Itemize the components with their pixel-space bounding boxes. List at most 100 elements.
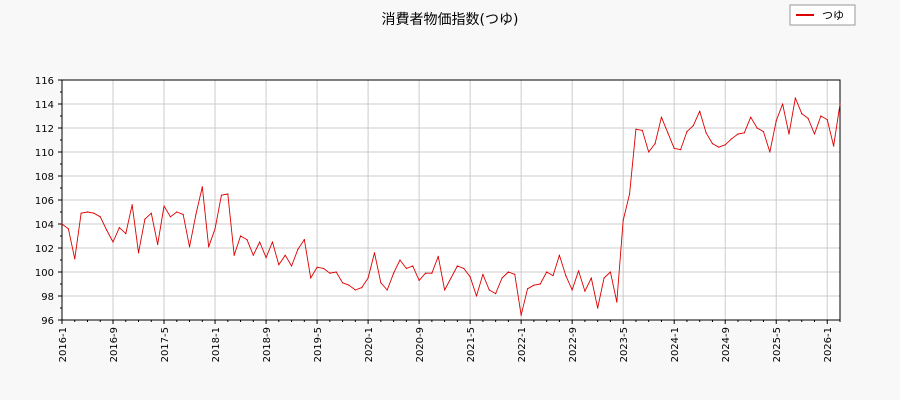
data-point [125, 233, 127, 235]
data-point [431, 272, 433, 274]
x-tick-label: 2023-5 [619, 327, 630, 362]
y-tick-label: 108 [35, 172, 54, 183]
data-point [756, 127, 758, 129]
y-tick-label: 98 [41, 292, 54, 303]
data-point [393, 272, 395, 274]
data-point [820, 115, 822, 117]
data-point [239, 235, 242, 237]
data-point [361, 287, 363, 289]
data-point [514, 273, 516, 275]
data-point [195, 213, 197, 215]
chart-title: 消費者物価指数(つゆ) [382, 12, 519, 28]
data-point [150, 212, 152, 214]
data-point [737, 133, 739, 135]
data-point [106, 229, 108, 231]
y-tick-label: 104 [35, 220, 54, 231]
data-point [61, 223, 63, 225]
data-point [826, 119, 828, 121]
data-point [86, 211, 89, 213]
data-point [526, 288, 529, 290]
data-point [67, 228, 69, 230]
data-point [201, 186, 203, 188]
data-point [673, 147, 675, 149]
data-point [565, 275, 567, 277]
data-point [711, 143, 714, 145]
data-point [482, 273, 484, 275]
data-point [679, 149, 682, 151]
x-tick-label: 2022-9 [568, 327, 579, 362]
data-point [813, 133, 816, 135]
x-tick-label: 2022-1 [517, 327, 528, 362]
y-tick-label: 106 [35, 196, 54, 207]
data-point [341, 282, 344, 284]
data-point [584, 290, 586, 292]
y-axis-ticks: 96 98 100 102 104 106 108 110 112 114 116 [35, 76, 62, 327]
data-point [597, 307, 599, 309]
x-tick-label: 2025-5 [772, 327, 783, 362]
data-point [699, 110, 701, 112]
data-point [348, 284, 350, 286]
x-tick-label: 2016-1 [58, 327, 69, 362]
data-point [616, 301, 618, 303]
data-point [590, 277, 592, 279]
data-point [718, 146, 720, 148]
x-axis-ticks: 2016-1 2016-9 2017-5 2018-1 2018-9 2019-5 2020… [58, 320, 841, 362]
data-point [743, 132, 745, 134]
data-point [692, 125, 694, 127]
data-point [769, 151, 771, 153]
data-point [188, 246, 191, 248]
data-point [176, 211, 178, 213]
data-point [501, 277, 503, 279]
data-point [533, 284, 535, 286]
x-tick-label: 2021-5 [466, 327, 477, 362]
data-point [220, 194, 223, 196]
legend-label: つゆ [822, 9, 844, 22]
legend: つゆ [789, 4, 856, 26]
data-point [412, 265, 414, 267]
data-point [628, 193, 631, 195]
data-point [424, 272, 427, 274]
x-tick-label: 2018-1 [211, 327, 222, 362]
data-point [399, 259, 401, 261]
data-point [310, 277, 312, 279]
y-tick-label: 110 [35, 148, 54, 159]
data-point [839, 103, 841, 105]
data-point [118, 227, 120, 229]
data-point [157, 243, 159, 245]
data-point [807, 117, 809, 119]
x-tick-label: 2026-1 [823, 327, 834, 362]
data-point [163, 205, 165, 207]
x-tick-label: 2024-1 [670, 327, 681, 362]
x-tick-label: 2017-5 [160, 327, 171, 362]
data-point [322, 267, 325, 269]
data-point [437, 255, 439, 257]
data-point [558, 254, 561, 256]
data-point [208, 246, 210, 248]
data-point [641, 129, 643, 131]
data-point [730, 138, 733, 140]
x-tick-label: 2024-9 [721, 327, 732, 362]
x-tick-label: 2018-9 [262, 327, 273, 362]
x-tick-label: 2020-1 [364, 327, 375, 362]
data-point [93, 212, 95, 214]
data-point [507, 271, 509, 273]
data-point [367, 277, 369, 279]
y-tick-label: 96 [41, 316, 54, 327]
data-point [686, 131, 688, 133]
data-point [418, 279, 420, 281]
data-point [214, 228, 216, 230]
data-point [131, 204, 133, 206]
data-point [329, 272, 331, 274]
data-point [488, 289, 490, 291]
data-point [233, 254, 235, 256]
data-point [405, 267, 407, 269]
data-point [775, 120, 777, 122]
data-point [373, 252, 376, 254]
data-point [469, 276, 471, 278]
data-point [654, 143, 656, 145]
data-point [762, 131, 765, 133]
data-point [112, 241, 114, 243]
data-point [788, 133, 790, 135]
y-tick-label: 102 [35, 244, 54, 255]
data-point [520, 314, 522, 316]
